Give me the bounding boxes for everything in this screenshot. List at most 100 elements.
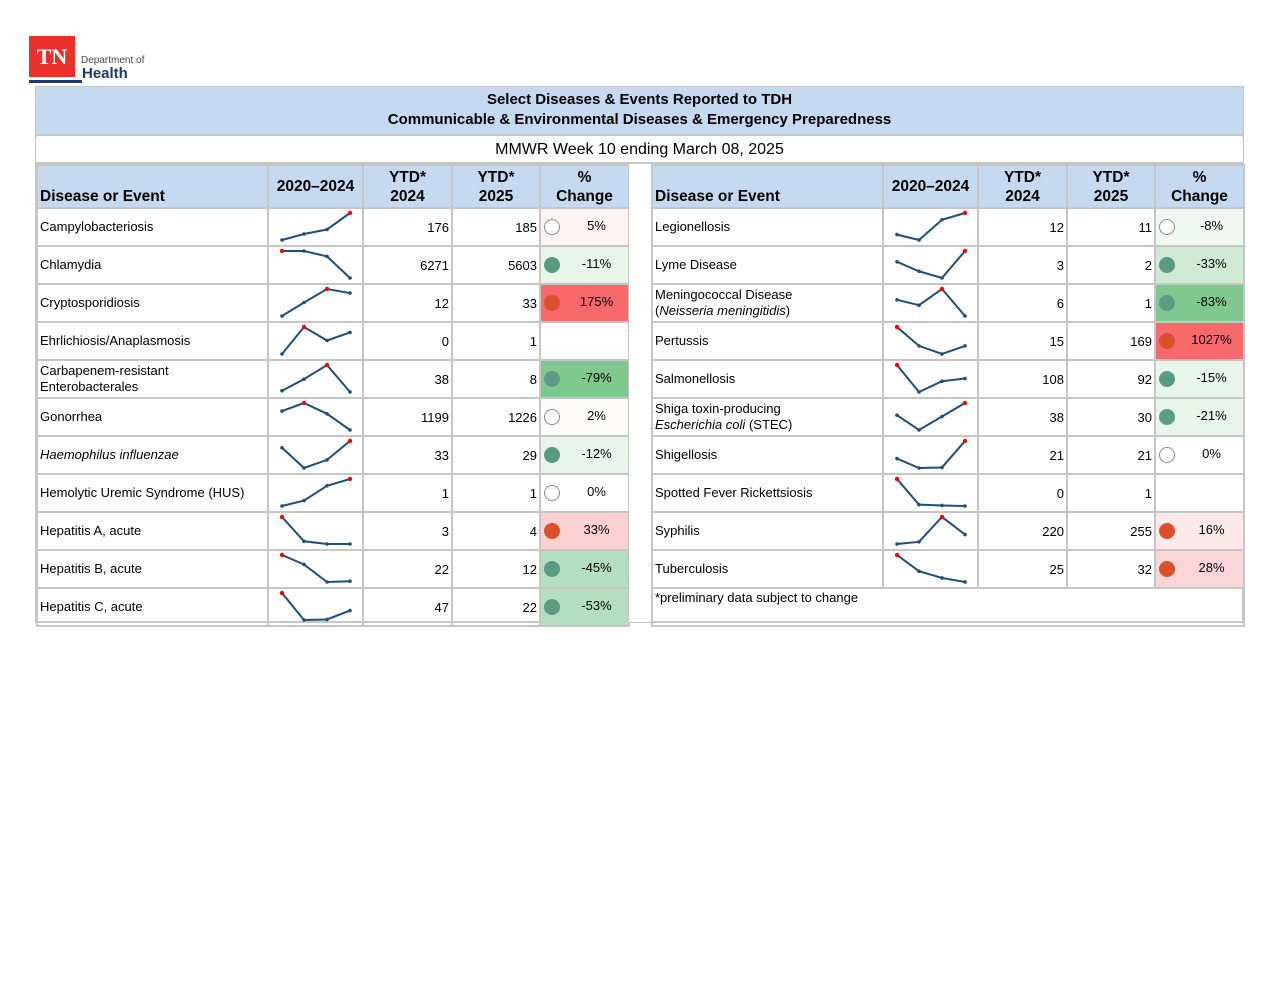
pct-change-value: 175% bbox=[579, 294, 614, 309]
ytd-2024-cell: 15 bbox=[977, 321, 1068, 361]
ytd-2025-cell: 32 bbox=[1066, 549, 1156, 589]
logo-health-text: Health bbox=[82, 65, 128, 82]
disease-cell: Tuberculosis bbox=[651, 549, 884, 589]
trend-sparkline-cell bbox=[882, 549, 979, 589]
sparkline-chart bbox=[895, 514, 967, 546]
trend-sparkline-cell bbox=[267, 473, 364, 513]
no-change-circle-icon bbox=[544, 409, 560, 425]
col-header-pct-change: % Change bbox=[539, 164, 630, 209]
ytd-2025-cell: 4 bbox=[451, 511, 541, 551]
pct-change-value: -21% bbox=[1196, 408, 1227, 423]
disease-cell: Carbapenem-resistant Enterobacterales bbox=[36, 359, 269, 399]
pct-change-value: 16% bbox=[1198, 522, 1225, 537]
footnote-row: *preliminary data subject to change bbox=[651, 587, 1245, 627]
sparkline-chart bbox=[280, 324, 352, 356]
disease-name-line2: Enterobacterales bbox=[40, 379, 139, 394]
trend-sparkline-cell bbox=[267, 207, 364, 247]
green-circle-icon bbox=[544, 599, 560, 615]
disease-name: Hepatitis C, acute bbox=[40, 599, 143, 614]
pct-change-cell: -53% bbox=[539, 587, 630, 627]
pct-change-value: -15% bbox=[1196, 370, 1227, 385]
disease-cell: Hemolytic Uremic Syndrome (HUS) bbox=[36, 473, 269, 513]
col-header-trend: 2020–2024 bbox=[267, 164, 364, 209]
no-change-circle-icon bbox=[1159, 219, 1175, 235]
ytd-2025-cell: 92 bbox=[1066, 359, 1156, 399]
pct-change-value: 33% bbox=[583, 522, 610, 537]
ytd-2025-cell: 1226 bbox=[451, 397, 541, 437]
pct-change-cell: -21% bbox=[1154, 397, 1245, 437]
pct-change-cell: 0% bbox=[539, 473, 630, 513]
trend-sparkline-cell bbox=[882, 473, 979, 513]
disease-name: Hemolytic Uremic Syndrome (HUS) bbox=[40, 485, 245, 500]
pct-change-cell: 1027% bbox=[1154, 321, 1245, 361]
disease-table-left: Disease or Event 2020–2024 YTD* 2024 YTD*… bbox=[36, 164, 630, 627]
pct-change-cell: 0% bbox=[1154, 435, 1245, 475]
table-row: Hepatitis C, acute 47 22 -53% bbox=[36, 587, 630, 627]
ytd-2025-cell: 1 bbox=[1066, 473, 1156, 513]
col-header-ytd-2025: YTD* 2025 bbox=[451, 164, 541, 209]
ytd-2024-cell: 176 bbox=[362, 207, 453, 247]
table-row: Legionellosis 12 11 -8% bbox=[651, 207, 1245, 247]
pct-change-value: 0% bbox=[1202, 446, 1221, 461]
trend-sparkline-cell bbox=[267, 245, 364, 285]
footnote: *preliminary data subject to change bbox=[651, 587, 1245, 627]
trend-sparkline-cell bbox=[882, 397, 979, 437]
disease-name: Cryptosporidiosis bbox=[40, 295, 140, 310]
pct-change-value: -8% bbox=[1199, 218, 1224, 233]
sparkline-chart bbox=[894, 324, 967, 356]
table-row: Chlamydia 6271 5603 -11% bbox=[36, 245, 630, 285]
table-row: Salmonellosis 108 92 -15% bbox=[651, 359, 1245, 399]
disease-name: Shigellosis bbox=[655, 447, 718, 462]
ytd-2025-cell: 1 bbox=[1066, 283, 1156, 323]
col-header-ytd-2024: YTD* 2024 bbox=[362, 164, 453, 209]
pct-change-cell: -12% bbox=[539, 435, 630, 475]
ytd-2024-cell: 47 bbox=[362, 587, 453, 627]
trend-sparkline-cell bbox=[267, 549, 364, 589]
disease-cell: Ehrlichiosis/Anaplasmosis bbox=[36, 321, 269, 361]
trend-sparkline-cell bbox=[267, 321, 364, 361]
table-row: Tuberculosis 25 32 28% bbox=[651, 549, 1245, 589]
disease-name: Tuberculosis bbox=[655, 561, 729, 576]
sparkline-chart bbox=[894, 552, 967, 584]
report-week-subtitle: MMWR Week 10 ending March 08, 2025 bbox=[36, 137, 1243, 164]
ytd-2024-cell: 6 bbox=[977, 283, 1068, 323]
disease-name: Legionellosis bbox=[655, 219, 731, 234]
disease-cell: Spotted Fever Rickettsiosis bbox=[651, 473, 884, 513]
disease-cell: Salmonellosis bbox=[651, 359, 884, 399]
green-circle-icon bbox=[544, 257, 560, 273]
pct-change-cell: -15% bbox=[1154, 359, 1245, 399]
tn-logo-mark: TN bbox=[29, 36, 75, 77]
table-row: Syphilis 220 255 16% bbox=[651, 511, 1245, 551]
pct-change-value: 2% bbox=[587, 408, 606, 423]
pct-change-value: -45% bbox=[581, 560, 612, 575]
pct-change-cell: 33% bbox=[539, 511, 630, 551]
disease-name: Pertussis bbox=[655, 333, 709, 348]
green-circle-icon bbox=[1159, 371, 1175, 387]
disease-cell: Chlamydia bbox=[36, 245, 269, 285]
disease-name-italic: Neisseria meningitidis bbox=[659, 303, 786, 318]
ytd-2024-cell: 1199 bbox=[362, 397, 453, 437]
ytd-2025-cell: 30 bbox=[1066, 397, 1156, 437]
disease-name: Salmonellosis bbox=[655, 371, 736, 386]
report-title-line2: Communicable & Environmental Diseases & … bbox=[387, 111, 892, 128]
table-header-row: Disease or Event 2020–2024 YTD* 2024 YTD*… bbox=[36, 164, 630, 209]
disease-name: Gonorrhea bbox=[40, 409, 103, 424]
ytd-2025-cell: 22 bbox=[451, 587, 541, 627]
ytd-2024-cell: 1 bbox=[362, 473, 453, 513]
trend-sparkline-cell bbox=[882, 511, 979, 551]
table-row: Ehrlichiosis/Anaplasmosis 0 1 bbox=[36, 321, 630, 361]
col-header-pct-change: % Change bbox=[1154, 164, 1245, 209]
table-row: Hepatitis A, acute 3 4 33% bbox=[36, 511, 630, 551]
pct-change-cell: -83% bbox=[1154, 283, 1245, 323]
trend-sparkline-cell bbox=[882, 283, 979, 323]
table-row: Gonorrhea 1199 1226 2% bbox=[36, 397, 630, 437]
pct-change-value: -79% bbox=[581, 370, 612, 385]
trend-sparkline-cell bbox=[882, 321, 979, 361]
disease-name: Chlamydia bbox=[40, 257, 102, 272]
pct-change-cell: 5% bbox=[539, 207, 630, 247]
sparkline-chart bbox=[279, 552, 352, 584]
green-circle-icon bbox=[1159, 257, 1175, 273]
table-row: Meningococcal Disease (Neisseria meningit… bbox=[651, 283, 1245, 323]
sparkline-chart bbox=[280, 362, 352, 394]
table-gap bbox=[629, 164, 651, 622]
